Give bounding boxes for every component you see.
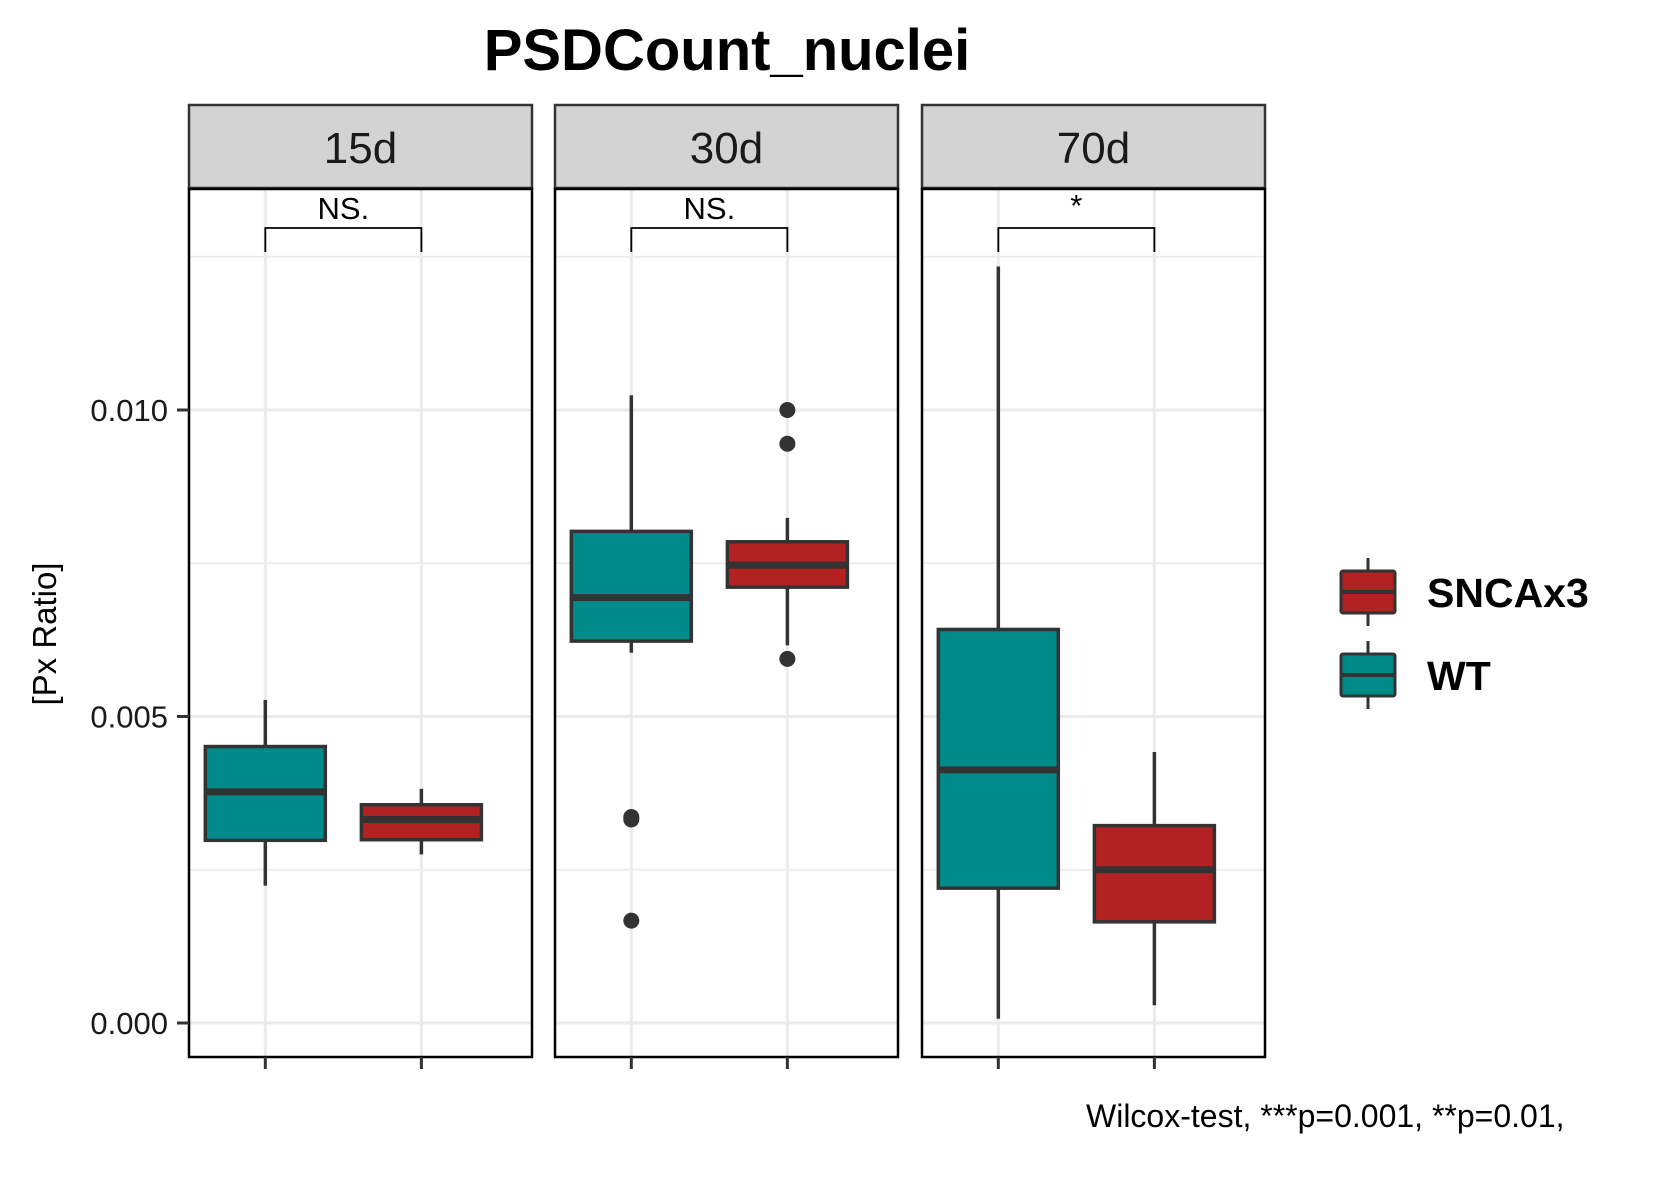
outlier-point	[779, 650, 796, 667]
legend-item-WT: WT	[1339, 641, 1491, 709]
y-tick-label: 0.010	[90, 393, 168, 428]
facet-panels: 15d NS. 30d NS. 70d *	[187, 103, 1267, 1069]
y-axis: 0.000 0.005 0.010	[90, 393, 189, 1041]
panel-border	[187, 187, 534, 1059]
panel-background	[189, 189, 532, 1057]
y-axis-title: [Px Ratio]	[26, 562, 63, 705]
facet-strip	[553, 103, 900, 190]
panel-border	[553, 187, 900, 1059]
facet-strip	[187, 103, 534, 190]
facet-strip	[920, 103, 1267, 190]
significance-bracket	[630, 227, 789, 252]
significance-label: *	[1070, 188, 1082, 223]
panel-background	[922, 189, 1265, 1057]
caption-text: Wilcox-test, ***p=0.001, **p=0.01,	[1086, 1098, 1565, 1134]
legend-label: SNCAx3	[1427, 570, 1589, 616]
box-SNCAx3	[725, 402, 850, 667]
legend: SNCAx3 WT	[1339, 558, 1589, 709]
facet-panel-15d: 15d NS.	[187, 103, 534, 1069]
facet-strip-label: 15d	[324, 124, 397, 173]
legend-label: WT	[1427, 653, 1491, 699]
panel-border	[920, 187, 1267, 1059]
outlier-point	[779, 435, 796, 452]
box-SNCAx3	[1092, 752, 1217, 1006]
outlier-point	[779, 402, 796, 418]
y-tick-label: 0.005	[90, 700, 168, 735]
iqr-box	[1092, 823, 1217, 924]
facet-strip-label: 30d	[690, 124, 763, 173]
facet-strip-label: 70d	[1057, 124, 1130, 173]
iqr-box	[569, 529, 694, 643]
y-tick-label: 0.000	[90, 1006, 168, 1041]
facet-panel-30d: 30d NS.	[553, 103, 900, 1069]
outlier-point	[623, 811, 640, 828]
legend-item-SNCAx3: SNCAx3	[1339, 558, 1589, 626]
significance-label: NS.	[318, 191, 370, 226]
facet-panel-70d: 70d *	[920, 103, 1267, 1069]
box-SNCAx3	[359, 788, 484, 855]
iqr-box	[936, 627, 1061, 890]
outlier-point	[623, 912, 640, 929]
significance-label: NS.	[684, 191, 736, 226]
significance-bracket	[997, 227, 1156, 252]
box-WT	[569, 395, 694, 929]
significance-bracket	[264, 227, 423, 252]
chart-title: PSDCount_nuclei	[484, 18, 971, 83]
box-WT	[936, 266, 1061, 1019]
box-WT	[203, 699, 328, 886]
